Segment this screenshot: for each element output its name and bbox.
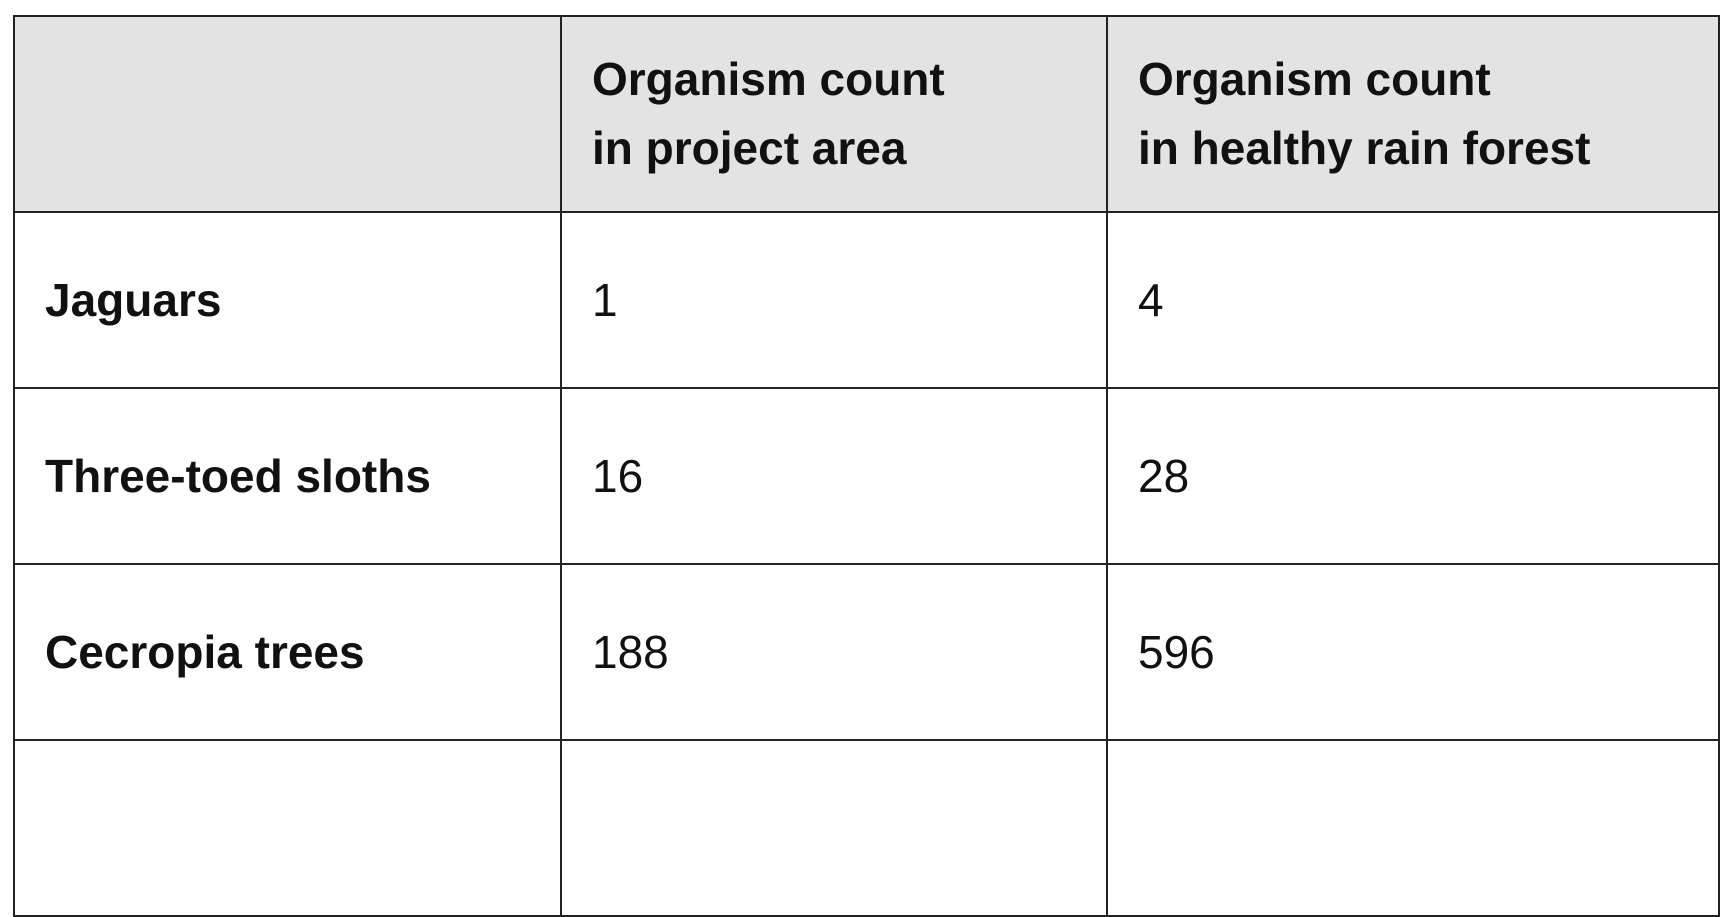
cell-value: 188 <box>560 563 1108 741</box>
header-text: in project area <box>592 122 907 174</box>
empty-cell <box>1106 739 1720 917</box>
row-label: Jaguars <box>13 211 562 389</box>
cell-value: 4 <box>1106 211 1720 389</box>
table-row: Jaguars 1 4 <box>13 211 1720 389</box>
table-header: Organism count in project area Organism … <box>13 15 1720 213</box>
row-label: Three-toed sloths <box>13 387 562 565</box>
cell-value: 1 <box>560 211 1108 389</box>
table-row: Three-toed sloths 16 28 <box>13 387 1720 565</box>
table-row: Cecropia trees 188 596 <box>13 563 1720 741</box>
data-table: Organism count in project area Organism … <box>13 15 1720 917</box>
row-label: Cecropia trees <box>13 563 562 741</box>
header-cell <box>13 15 562 213</box>
page: Organism count in project area Organism … <box>13 15 1720 917</box>
empty-cell <box>13 739 562 917</box>
header-row: Organism count in project area Organism … <box>13 15 1720 213</box>
cell-value: 596 <box>1106 563 1720 741</box>
header-cell: Organism count in healthy rain forest <box>1106 15 1720 213</box>
header-text: Organism count <box>592 53 945 105</box>
empty-cell <box>560 739 1108 917</box>
cell-value: 16 <box>560 387 1108 565</box>
header-text: in healthy rain forest <box>1138 122 1591 174</box>
cell-value: 28 <box>1106 387 1720 565</box>
header-cell: Organism count in project area <box>560 15 1108 213</box>
header-text: Organism count <box>1138 53 1491 105</box>
table-row <box>13 739 1720 917</box>
table-body: Jaguars 1 4 Three-toed sloths 16 28 Cecropia t… <box>13 211 1720 917</box>
